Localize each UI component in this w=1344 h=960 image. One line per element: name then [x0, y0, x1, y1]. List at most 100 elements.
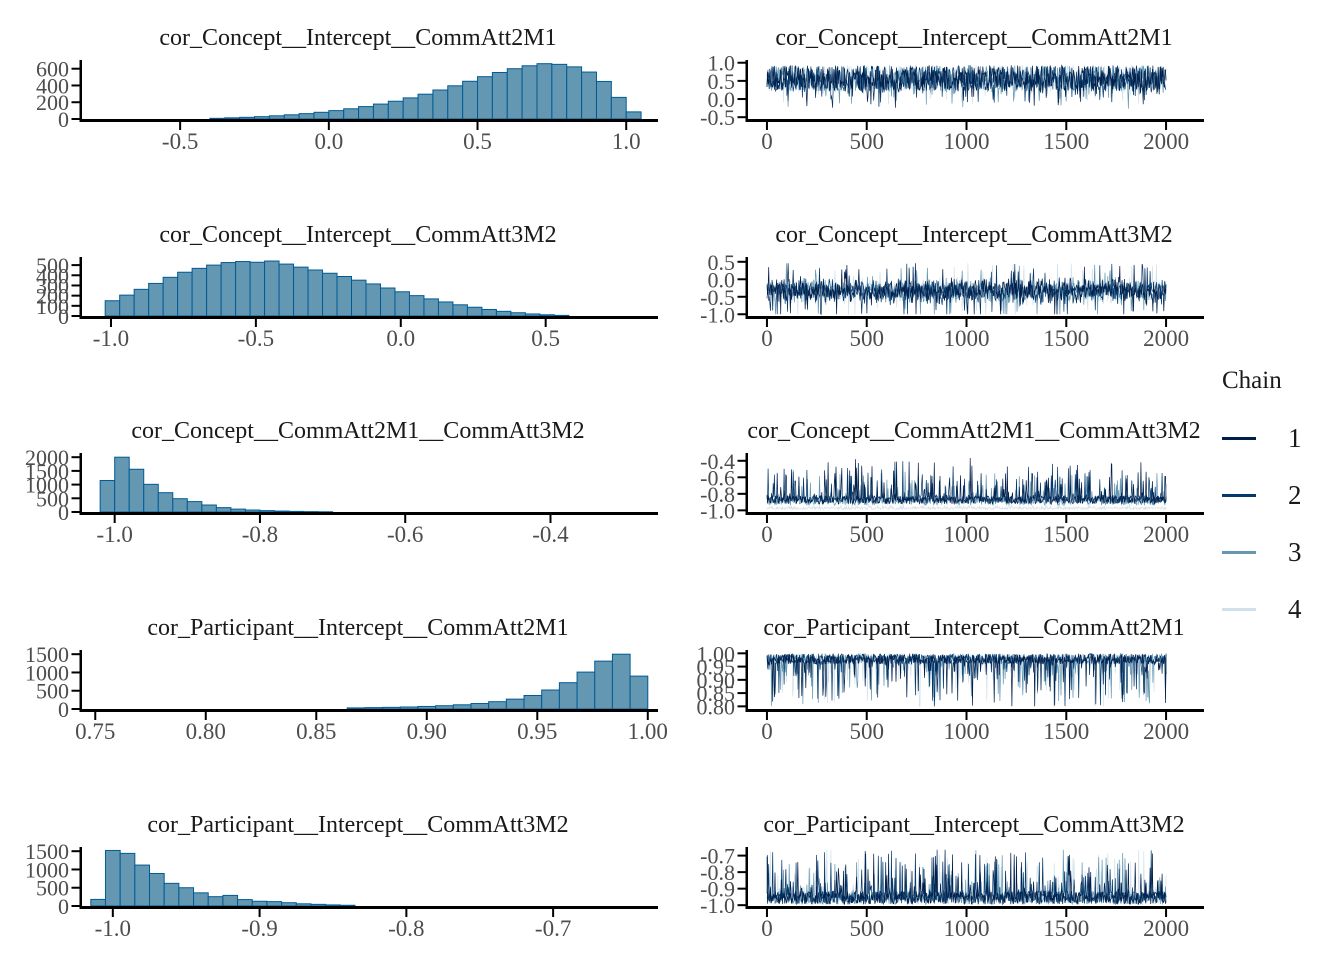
svg-text:-1.0: -1.0: [95, 916, 131, 941]
svg-text:0: 0: [761, 129, 773, 154]
svg-text:400: 400: [36, 73, 69, 98]
trace-plot: -0.7-0.8-0.9-1.0 0 500 1000 1500 2000: [700, 844, 1204, 941]
svg-text:1000: 1000: [944, 719, 990, 744]
svg-text:500: 500: [849, 522, 884, 547]
trace-plot: 0.50.0-0.5-1.0 0 500 1000 1500 2000: [700, 253, 1204, 351]
legend-title: Chain: [1222, 367, 1282, 394]
svg-text:-0.5: -0.5: [700, 105, 735, 130]
svg-text:-1.0: -1.0: [93, 326, 129, 351]
svg-text:0.85: 0.85: [697, 681, 736, 706]
histogram-title: cor_Concept__Intercept__CommAtt3M2: [159, 221, 557, 248]
legend-item-chain-4: 4: [1222, 594, 1342, 624]
trace-panel: cor_Participant__Intercept__CommAtt2M1 1…: [690, 590, 1250, 782]
svg-text:500: 500: [36, 253, 69, 278]
svg-text:-0.4: -0.4: [532, 522, 569, 547]
parameter-row: cor_Participant__Intercept__CommAtt3M2 0…: [0, 787, 1344, 960]
legend-label: 1: [1288, 423, 1302, 453]
histogram-panel: cor_Concept__Intercept__CommAtt2M1 0 200 4…: [0, 0, 672, 192]
svg-text:-0.6: -0.6: [700, 465, 735, 490]
svg-text:600: 600: [36, 57, 69, 82]
svg-text:1000: 1000: [944, 326, 990, 351]
svg-text:200: 200: [36, 90, 69, 115]
svg-text:2000: 2000: [1143, 719, 1189, 744]
svg-text:-0.5: -0.5: [238, 326, 274, 351]
svg-text:500: 500: [849, 916, 884, 941]
svg-text:-0.8: -0.8: [242, 522, 278, 547]
svg-text:1000: 1000: [25, 660, 69, 685]
svg-text:500: 500: [36, 876, 69, 901]
svg-text:1000: 1000: [25, 857, 69, 882]
svg-text:1500: 1500: [25, 459, 69, 484]
svg-text:0.75: 0.75: [75, 719, 115, 744]
svg-text:2000: 2000: [1143, 522, 1189, 547]
svg-text:-0.8: -0.8: [700, 482, 735, 507]
trace-panel: cor_Concept__Intercept__CommAtt3M2 0.5 0.…: [690, 197, 1250, 389]
histogram-panel: cor_Concept__CommAtt2M1__CommAtt3M2 0 500…: [0, 393, 672, 585]
histogram-panel: cor_Participant__Intercept__CommAtt3M2 0…: [0, 787, 672, 960]
svg-text:0.85: 0.85: [296, 719, 336, 744]
svg-text:2000: 2000: [25, 449, 69, 470]
chain-1-line-swatch: [1222, 436, 1256, 440]
svg-text:-0.5: -0.5: [700, 285, 735, 310]
svg-text:0: 0: [761, 916, 773, 941]
svg-text:-1.0: -1.0: [700, 498, 735, 523]
svg-text:500: 500: [36, 679, 69, 704]
chain-3-line-swatch: [1222, 550, 1256, 554]
legend-label: 4: [1288, 594, 1302, 624]
svg-text:0.0: 0.0: [708, 87, 736, 112]
svg-text:500: 500: [849, 326, 884, 351]
svg-text:500: 500: [849, 719, 884, 744]
trace-panel: cor_Concept__Intercept__CommAtt2M1 1.0 0.…: [690, 0, 1250, 192]
svg-text:0.0: 0.0: [708, 267, 736, 292]
histogram-panel: cor_Participant__Intercept__CommAtt2M1 0…: [0, 590, 672, 782]
trace-plot: 1.000.950.900.850.80 0 500 1000 1500 2000: [697, 646, 1204, 744]
svg-text:1500: 1500: [1043, 326, 1089, 351]
svg-text:0: 0: [58, 697, 69, 722]
chain-4-line-swatch: [1222, 607, 1256, 611]
svg-text:-0.7: -0.7: [700, 844, 735, 869]
svg-text:-0.9: -0.9: [700, 877, 735, 902]
svg-text:0.0: 0.0: [314, 129, 343, 154]
svg-text:0.95: 0.95: [697, 655, 736, 680]
svg-text:1000: 1000: [944, 916, 990, 941]
svg-text:0.80: 0.80: [186, 719, 226, 744]
svg-text:300: 300: [36, 273, 69, 298]
svg-text:500: 500: [36, 486, 69, 511]
parameter-row: cor_Concept__CommAtt2M1__CommAtt3M2 0 500…: [0, 393, 1344, 585]
svg-text:0: 0: [761, 522, 773, 547]
trace-plot: 1.00.50.0-0.5 0 500 1000 1500 2000: [700, 56, 1204, 154]
legend-item-chain-1: 1: [1222, 423, 1342, 453]
svg-text:-0.8: -0.8: [388, 916, 424, 941]
parameter-row: cor_Participant__Intercept__CommAtt2M1 0…: [0, 590, 1344, 782]
legend-label: 2: [1288, 480, 1302, 510]
svg-text:1000: 1000: [944, 129, 990, 154]
chain-2-line-swatch: [1222, 493, 1256, 497]
parameter-row: cor_Concept__Intercept__CommAtt3M2 0 100 2…: [0, 197, 1344, 389]
svg-text:500: 500: [849, 129, 884, 154]
svg-text:0.95: 0.95: [517, 719, 557, 744]
svg-text:2000: 2000: [1143, 916, 1189, 941]
trace-title: cor_Concept__Intercept__CommAtt2M1: [775, 24, 1173, 51]
histogram-title: cor_Participant__Intercept__CommAtt2M1: [147, 614, 569, 641]
svg-text:0.5: 0.5: [463, 129, 492, 154]
trace-panel: cor_Concept__CommAtt2M1__CommAtt3M2 -0.4…: [690, 393, 1250, 585]
histogram-panel: cor_Concept__Intercept__CommAtt3M2 0 100 2…: [0, 197, 672, 389]
svg-text:1500: 1500: [1043, 129, 1089, 154]
svg-text:1.00: 1.00: [628, 719, 668, 744]
svg-text:-0.9: -0.9: [241, 916, 277, 941]
svg-text:0.5: 0.5: [708, 253, 736, 275]
svg-text:1500: 1500: [1043, 522, 1089, 547]
svg-text:0.5: 0.5: [708, 69, 736, 94]
svg-text:-0.7: -0.7: [535, 916, 571, 941]
svg-text:200: 200: [36, 284, 69, 309]
svg-text:2000: 2000: [1143, 129, 1189, 154]
svg-text:1000: 1000: [944, 522, 990, 547]
svg-text:0: 0: [58, 304, 69, 329]
svg-text:0: 0: [58, 894, 69, 919]
